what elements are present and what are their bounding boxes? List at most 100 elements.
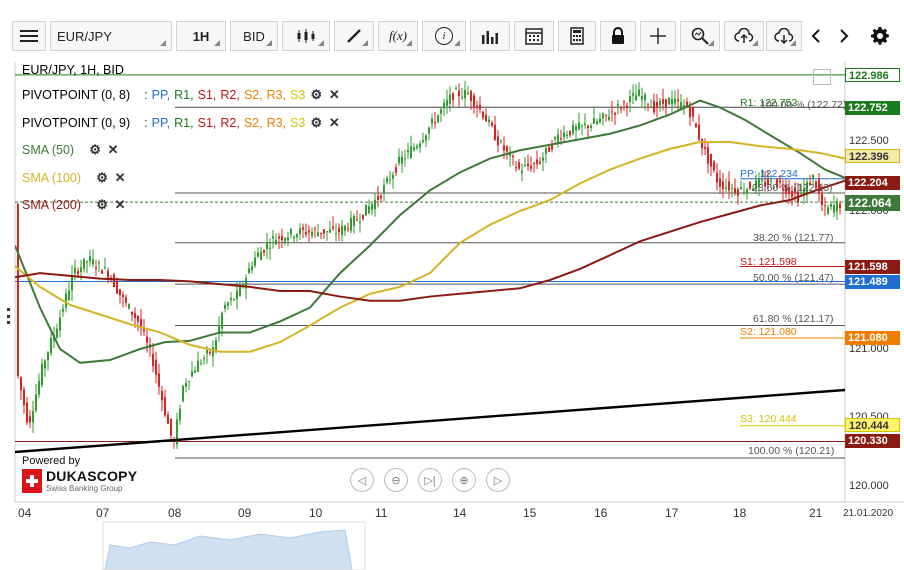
reset-view-button[interactable]: ▷| — [418, 468, 442, 492]
fib-50-label: 50.00 % (121.47) — [753, 272, 834, 284]
indicator-sma-200[interactable]: SMA (200) ⚙ ✕ — [22, 197, 127, 213]
info-button[interactable]: i — [422, 21, 466, 51]
settings-button[interactable] — [866, 21, 894, 51]
candle-body — [833, 204, 835, 213]
crosshair-button[interactable] — [640, 21, 676, 51]
candle-body — [416, 146, 418, 149]
candle-body — [293, 236, 295, 239]
candle-body — [56, 328, 58, 338]
candle-body — [392, 174, 394, 179]
candle-body — [182, 385, 184, 401]
indicator-sma-50[interactable]: SMA (50) ⚙ ✕ — [22, 142, 120, 158]
drag-handle[interactable] — [7, 308, 13, 324]
download-button[interactable] — [766, 21, 802, 51]
candle-body — [557, 134, 559, 143]
candle-body — [248, 268, 250, 274]
candle-body — [302, 227, 304, 230]
candle-body — [212, 346, 214, 357]
candle-body — [308, 230, 310, 233]
candle-body — [569, 130, 571, 136]
candle-body — [164, 397, 166, 416]
candle-body — [311, 231, 313, 237]
candle-body — [191, 371, 193, 377]
candle-body — [812, 174, 814, 179]
candle-body — [431, 118, 433, 124]
candle-body — [731, 187, 733, 189]
candle-body — [632, 93, 634, 96]
close-icon[interactable]: ✕ — [114, 170, 126, 185]
candle-body — [755, 180, 757, 189]
r1-label: R1, — [174, 88, 194, 102]
indicator-pivot-8[interactable]: PIVOTPOINT (0, 8) : PP, R1, S1, R2, S2, … — [22, 87, 340, 103]
close-icon[interactable]: ✕ — [328, 115, 340, 130]
close-icon[interactable]: ✕ — [107, 142, 119, 157]
candle-body — [221, 312, 223, 329]
candle-body — [65, 293, 67, 308]
indicator-pivot-9[interactable]: PIVOTPOINT (0, 9) : PP, R1, S1, R2, S2, … — [22, 115, 340, 131]
date-label: 15 — [523, 506, 537, 520]
scroll-left-button[interactable] — [804, 21, 828, 51]
candle-body — [389, 179, 391, 181]
candle-body — [560, 138, 562, 140]
chevron-right-icon — [840, 29, 849, 43]
candle-body — [497, 136, 499, 146]
indicator-name: SMA (200) — [22, 198, 82, 212]
candle-body — [317, 232, 319, 237]
zoom-in-button[interactable]: ⊕ — [452, 468, 476, 492]
candle-body — [488, 119, 490, 123]
draw-tool-button[interactable] — [334, 21, 374, 51]
chart-type-button[interactable] — [282, 21, 330, 51]
indicator-name: PIVOTPOINT (0, 8) — [22, 88, 131, 102]
zoom-out-button[interactable]: ⊖ — [384, 468, 408, 492]
candle-body — [146, 336, 148, 343]
s3-level-label: S3: 120.444 — [740, 413, 797, 425]
menu-button[interactable] — [12, 21, 46, 51]
scroll-right-button[interactable] — [832, 21, 856, 51]
candle-body — [152, 353, 154, 367]
candle-body — [545, 147, 547, 154]
upload-button[interactable] — [724, 21, 764, 51]
candle-body — [41, 363, 43, 386]
lock-button[interactable] — [600, 21, 636, 51]
gear-icon[interactable]: ⚙ — [310, 115, 323, 130]
candle-body — [716, 172, 718, 183]
calendar-button[interactable] — [514, 21, 554, 51]
volume-button[interactable] — [470, 21, 510, 51]
current-price-tag: 122.064 — [845, 195, 900, 211]
calculator-button[interactable] — [558, 21, 596, 51]
candle-body — [47, 352, 49, 361]
sma100-line — [15, 141, 845, 353]
nav-forward-button[interactable]: ▷ — [486, 468, 510, 492]
timeframe-select[interactable]: 1H — [176, 21, 226, 51]
nav-back-button[interactable]: ◁ — [350, 468, 374, 492]
gear-icon[interactable]: ⚙ — [96, 170, 108, 185]
gear-icon[interactable]: ⚙ — [89, 142, 101, 157]
indicator-sma-100[interactable]: SMA (100) ⚙ ✕ — [22, 170, 127, 186]
candle-body — [422, 140, 424, 142]
close-icon[interactable]: ✕ — [114, 197, 126, 212]
candle-body — [818, 179, 820, 194]
candle-body — [662, 99, 664, 104]
candle-body — [20, 377, 22, 391]
gear-icon[interactable]: ⚙ — [310, 87, 323, 102]
candle-body — [341, 226, 343, 235]
close-icon[interactable]: ✕ — [328, 87, 340, 102]
candle-body — [284, 238, 286, 242]
gear-icon[interactable]: ⚙ — [96, 197, 108, 212]
side-select[interactable]: BID — [230, 21, 278, 51]
candle-body — [158, 373, 160, 387]
candle-body — [86, 261, 88, 263]
candle-body — [740, 187, 742, 190]
indicators-button[interactable]: f(x) — [378, 21, 418, 51]
candle-body — [401, 156, 403, 164]
indicator-name: PIVOTPOINT (0, 9) — [22, 116, 131, 130]
candle-body — [350, 217, 352, 231]
expand-icon[interactable] — [813, 69, 831, 85]
candle-body — [410, 146, 412, 158]
candle-body — [623, 101, 625, 103]
symbol-select[interactable]: EUR/JPY — [50, 21, 172, 51]
candle-body — [362, 214, 364, 219]
zoom-button[interactable] — [680, 21, 720, 51]
candle-body — [572, 125, 574, 134]
